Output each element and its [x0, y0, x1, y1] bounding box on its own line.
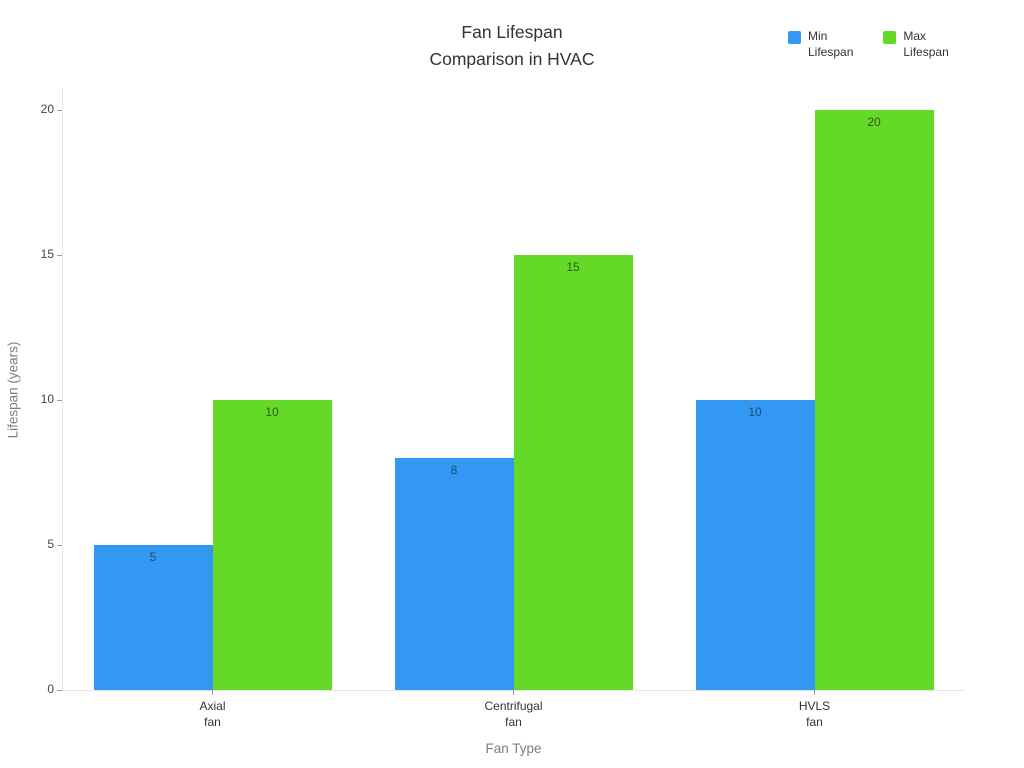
bar-max-lifespan-centrifugal-fan [513, 255, 633, 690]
x-axis-title: Fan Type [485, 741, 542, 756]
y-tick-label: 5 [47, 537, 54, 551]
y-tick-label: 0 [47, 682, 54, 696]
bar-value-label: 10 [265, 405, 279, 419]
bar-value-label: 20 [867, 115, 881, 129]
bar-max-lifespan-axial-fan [212, 400, 332, 690]
y-tick-label: 15 [40, 247, 54, 261]
y-tick-mark [57, 689, 62, 691]
bar-value-label: 8 [450, 463, 458, 477]
legend-swatch-min-icon [788, 31, 801, 44]
plot-area: 0 5 10 15 20 Axial fan 5 10 Centrifugal fan 8 15 HV… [41, 88, 965, 729]
legend-item-max-lifespan: Max Lifespan [883, 29, 949, 60]
x-tick-label: Axial fan [199, 699, 226, 729]
y-tick-mark [57, 109, 62, 111]
bar-value-label: 5 [149, 550, 157, 564]
x-tick-label: Centrifugal fan [484, 699, 543, 729]
x-tick-label: HVLS fan [798, 699, 831, 729]
bar-max-lifespan-hvls-fan [814, 110, 934, 690]
legend-swatch-max-icon [883, 31, 897, 44]
y-tick-label: 20 [40, 102, 54, 116]
y-tick-mark [57, 254, 62, 256]
y-tick-mark [57, 544, 62, 546]
bar-min-lifespan-centrifugal-fan [394, 458, 514, 690]
bar-min-lifespan-hvls-fan [695, 400, 815, 690]
x-tick-mark [212, 690, 213, 695]
chart-title: Fan Lifespan Comparison in HVAC [429, 22, 595, 69]
y-axis-line [62, 88, 63, 690]
legend-item-min-lifespan: Min Lifespan [788, 29, 853, 60]
legend: Min Lifespan Max Lifespan [788, 29, 949, 60]
x-tick-mark [814, 690, 815, 695]
x-tick-mark [513, 690, 514, 695]
y-tick-label: 10 [40, 392, 54, 406]
bar-value-label: 15 [566, 260, 580, 274]
y-tick-mark [57, 399, 62, 401]
legend-label-max: Max Lifespan [903, 29, 949, 59]
bar-value-label: 10 [748, 405, 762, 419]
bar-min-lifespan-axial-fan [93, 545, 213, 690]
legend-label-min: Min Lifespan [808, 29, 854, 59]
y-axis-title: Lifespan (years) [5, 341, 21, 439]
